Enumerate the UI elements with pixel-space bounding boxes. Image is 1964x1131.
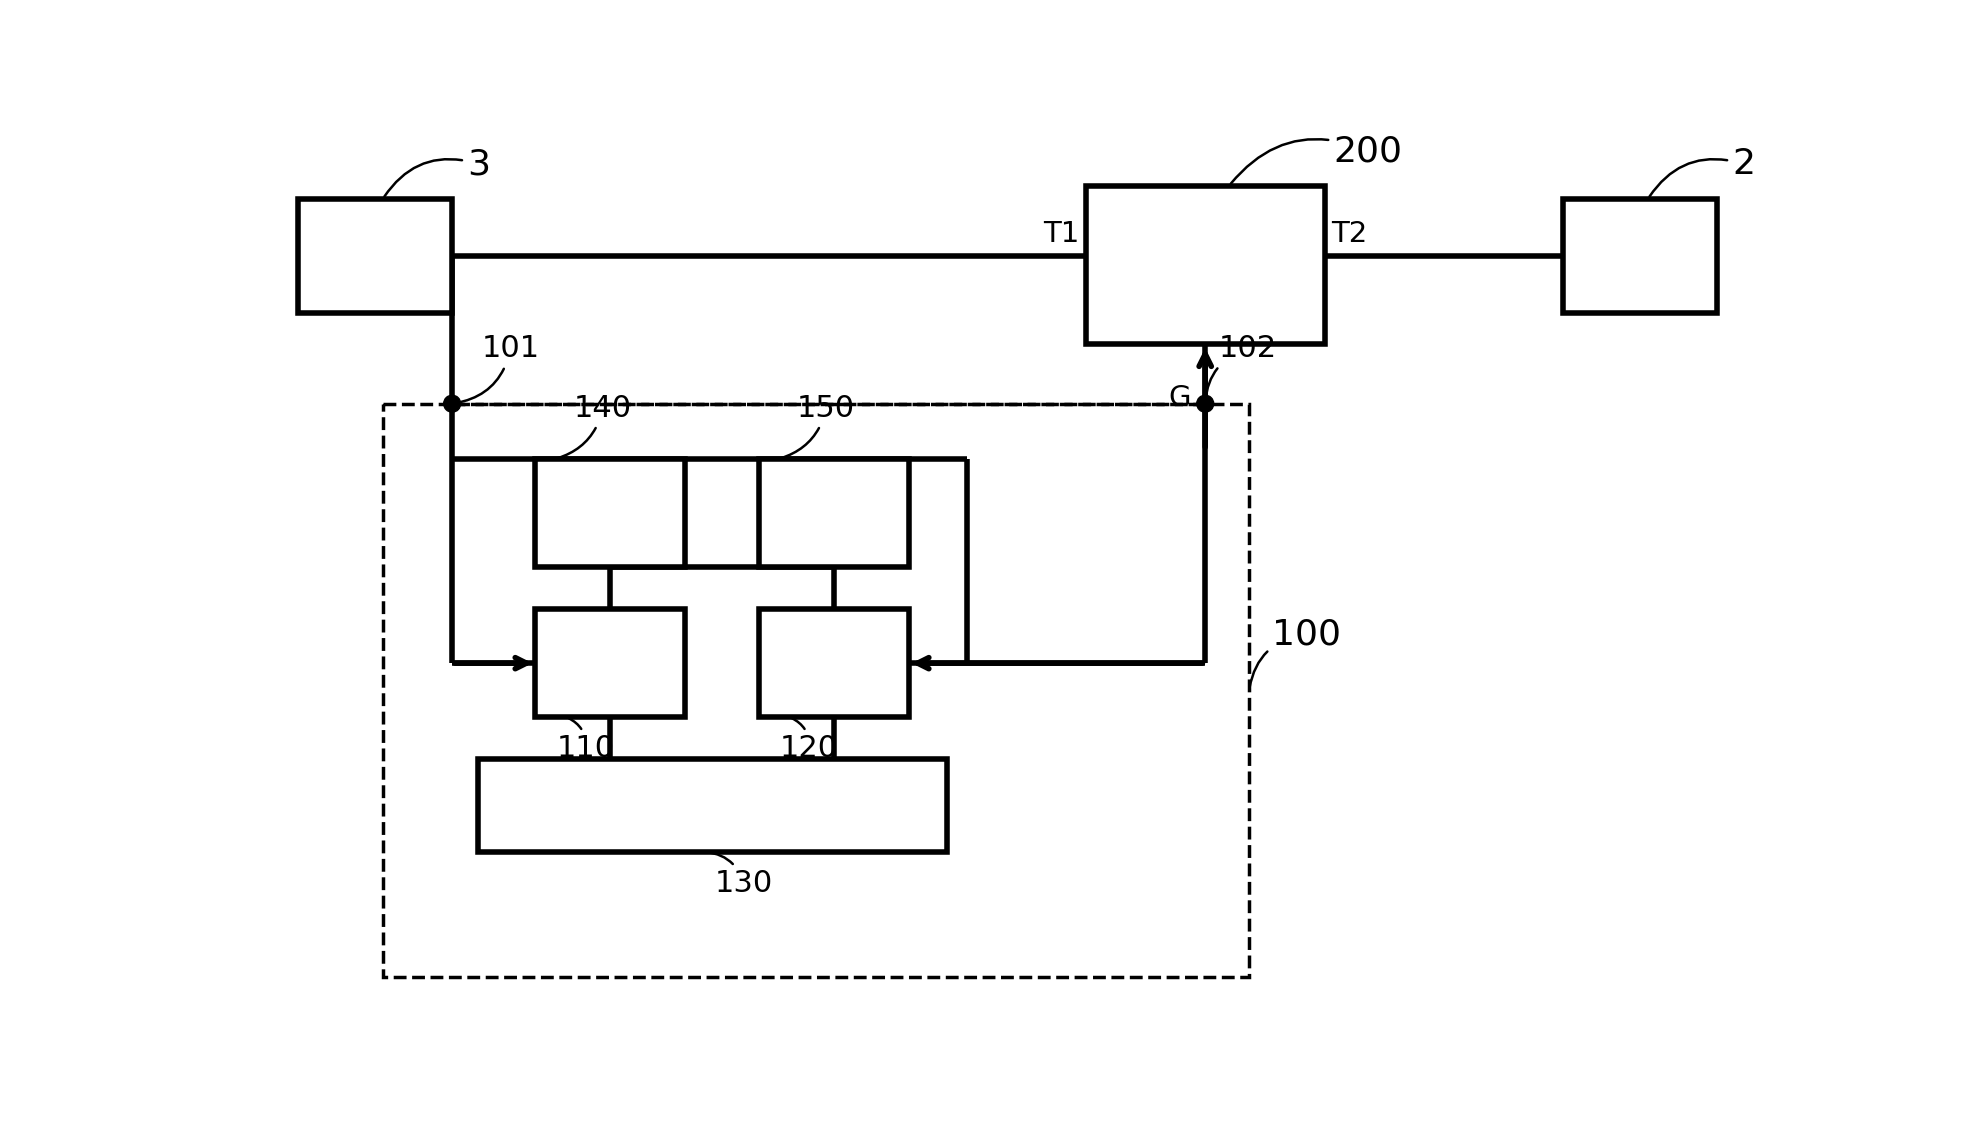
- Bar: [383, 404, 1249, 977]
- Text: 130: 130: [705, 852, 772, 898]
- Text: 140: 140: [558, 394, 632, 458]
- Text: 200: 200: [1231, 135, 1402, 183]
- Text: 3: 3: [385, 147, 491, 197]
- Bar: [1086, 185, 1324, 344]
- Text: 100: 100: [1249, 618, 1341, 688]
- Text: 150: 150: [780, 394, 854, 458]
- Bar: [299, 199, 452, 313]
- Bar: [477, 759, 947, 852]
- Bar: [1563, 199, 1717, 313]
- Text: T1: T1: [1043, 221, 1080, 248]
- Bar: [758, 610, 909, 717]
- Text: 2: 2: [1650, 147, 1756, 197]
- Text: G: G: [1169, 383, 1192, 412]
- Bar: [536, 610, 685, 717]
- Circle shape: [1196, 395, 1214, 412]
- Bar: [758, 459, 909, 567]
- Bar: [536, 459, 685, 567]
- Text: 120: 120: [780, 718, 839, 763]
- Text: T2: T2: [1332, 221, 1367, 248]
- Circle shape: [444, 395, 462, 412]
- Text: 101: 101: [456, 335, 540, 404]
- Text: 102: 102: [1206, 335, 1277, 400]
- Text: 110: 110: [558, 718, 615, 763]
